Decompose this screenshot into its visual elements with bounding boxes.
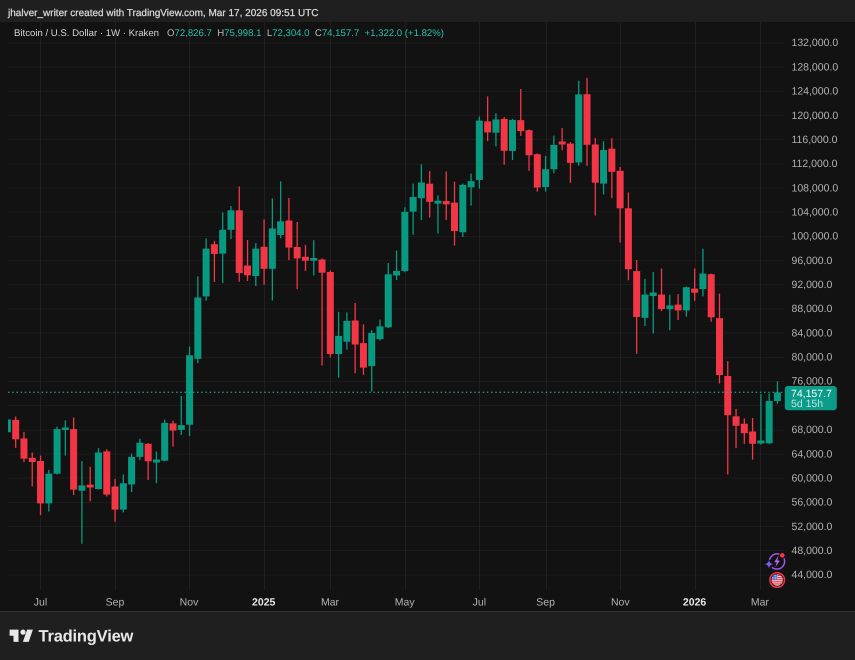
svg-text:100,000.0: 100,000.0 <box>792 231 839 243</box>
svg-text:Nov: Nov <box>611 597 630 609</box>
svg-text:74,157.7: 74,157.7 <box>791 388 832 400</box>
svg-text:TradingView: TradingView <box>39 628 134 646</box>
svg-text:108,000.0: 108,000.0 <box>792 182 839 194</box>
svg-text:80,000.0: 80,000.0 <box>792 352 833 364</box>
svg-text:84,000.0: 84,000.0 <box>792 327 833 339</box>
svg-text:44,000.0: 44,000.0 <box>792 569 833 581</box>
svg-text:64,000.0: 64,000.0 <box>792 448 833 460</box>
svg-text:2025: 2025 <box>252 597 276 609</box>
svg-text:60,000.0: 60,000.0 <box>792 472 833 484</box>
svg-text:Bitcoin / U.S. Dollar · 1W · K: Bitcoin / U.S. Dollar · 1W · Kraken O72,… <box>14 28 444 39</box>
svg-text:104,000.0: 104,000.0 <box>792 207 839 219</box>
svg-text:68,000.0: 68,000.0 <box>792 424 833 436</box>
svg-text:5d 15h: 5d 15h <box>791 398 823 410</box>
svg-text:120,000.0: 120,000.0 <box>792 110 839 122</box>
svg-text:jhalver_writer created with Tr: jhalver_writer created with TradingView.… <box>7 8 319 19</box>
svg-text:124,000.0: 124,000.0 <box>792 86 839 98</box>
svg-text:88,000.0: 88,000.0 <box>792 303 833 315</box>
svg-text:116,000.0: 116,000.0 <box>792 134 838 146</box>
svg-text:May: May <box>395 597 416 609</box>
svg-text:76,000.0: 76,000.0 <box>792 376 833 388</box>
svg-text:48,000.0: 48,000.0 <box>792 545 833 557</box>
svg-text:96,000.0: 96,000.0 <box>792 255 833 267</box>
svg-text:132,000.0: 132,000.0 <box>792 37 839 49</box>
svg-text:Sep: Sep <box>536 597 555 609</box>
svg-text:Mar: Mar <box>751 597 770 609</box>
svg-text:Jul: Jul <box>34 597 47 609</box>
svg-text:Sep: Sep <box>106 597 125 609</box>
svg-text:Jul: Jul <box>473 597 486 609</box>
svg-text:52,000.0: 52,000.0 <box>792 521 833 533</box>
svg-text:Nov: Nov <box>180 597 199 609</box>
svg-text:Mar: Mar <box>321 597 340 609</box>
svg-text:112,000.0: 112,000.0 <box>792 158 838 170</box>
svg-text:128,000.0: 128,000.0 <box>792 61 839 73</box>
svg-text:92,000.0: 92,000.0 <box>792 279 833 291</box>
svg-text:2026: 2026 <box>683 597 707 609</box>
svg-text:56,000.0: 56,000.0 <box>792 497 833 509</box>
